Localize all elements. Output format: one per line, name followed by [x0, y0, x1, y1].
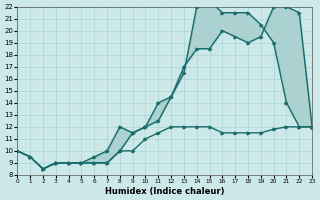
X-axis label: Humidex (Indice chaleur): Humidex (Indice chaleur)	[105, 187, 224, 196]
